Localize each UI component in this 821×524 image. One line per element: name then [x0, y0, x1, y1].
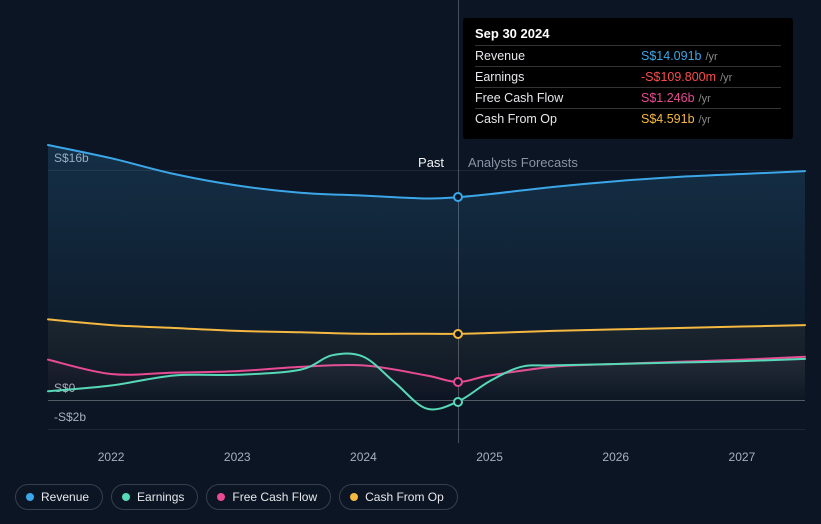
- cash_from_op-marker: [453, 329, 463, 339]
- legend-dot-icon: [350, 493, 358, 501]
- tooltip-row-value: S$14.091b: [641, 49, 701, 63]
- tooltip-row-label: Cash From Op: [475, 112, 641, 126]
- legend-label: Earnings: [137, 490, 184, 504]
- tooltip-row: Earnings-S$109.800m/yr: [475, 66, 781, 87]
- future-label: Analysts Forecasts: [468, 155, 578, 170]
- plot-area[interactable]: S$16bS$0-S$2b202220232024202520262027: [48, 145, 805, 443]
- tooltip-row-suffix: /yr: [705, 51, 729, 63]
- x-axis-label: 2027: [729, 450, 756, 464]
- tooltip-row-label: Revenue: [475, 49, 641, 63]
- tooltip-row-suffix: /yr: [720, 72, 744, 84]
- tooltip-row-label: Free Cash Flow: [475, 91, 641, 105]
- free_cash_flow-marker: [453, 377, 463, 387]
- revenue-marker: [453, 192, 463, 202]
- chart-svg: [48, 145, 805, 443]
- tooltip-row: RevenueS$14.091b/yr: [475, 45, 781, 66]
- tooltip-row: Free Cash FlowS$1.246b/yr: [475, 87, 781, 108]
- tooltip-row: Cash From OpS$4.591b/yr: [475, 108, 781, 129]
- earnings-marker: [453, 397, 463, 407]
- x-axis-label: 2023: [224, 450, 251, 464]
- x-axis-label: 2026: [602, 450, 629, 464]
- past-label: Past: [418, 155, 444, 170]
- x-axis-label: 2022: [98, 450, 125, 464]
- legend-label: Cash From Op: [365, 490, 444, 504]
- legend-dot-icon: [26, 493, 34, 501]
- tooltip-date: Sep 30 2024: [475, 26, 781, 45]
- x-axis-label: 2024: [350, 450, 377, 464]
- tooltip-row-value: -S$109.800m: [641, 70, 716, 84]
- legend-dot-icon: [122, 493, 130, 501]
- legend-item-earnings[interactable]: Earnings: [111, 484, 198, 510]
- tooltip-row-suffix: /yr: [699, 114, 723, 126]
- legend-dot-icon: [217, 493, 225, 501]
- legend-item-revenue[interactable]: Revenue: [15, 484, 103, 510]
- legend-item-cash_from_op[interactable]: Cash From Op: [339, 484, 458, 510]
- financials-chart: Sep 30 2024 RevenueS$14.091b/yrEarnings-…: [15, 0, 805, 470]
- x-axis-label: 2025: [476, 450, 503, 464]
- tooltip-row-value: S$4.591b: [641, 112, 695, 126]
- chart-legend: Revenue Earnings Free Cash Flow Cash From O…: [15, 484, 458, 510]
- chart-tooltip: Sep 30 2024 RevenueS$14.091b/yrEarnings-…: [463, 18, 793, 139]
- legend-label: Revenue: [41, 490, 89, 504]
- tooltip-row-label: Earnings: [475, 70, 641, 84]
- legend-item-free_cash_flow[interactable]: Free Cash Flow: [206, 484, 331, 510]
- legend-label: Free Cash Flow: [232, 490, 317, 504]
- tooltip-row-suffix: /yr: [699, 93, 723, 105]
- tooltip-row-value: S$1.246b: [641, 91, 695, 105]
